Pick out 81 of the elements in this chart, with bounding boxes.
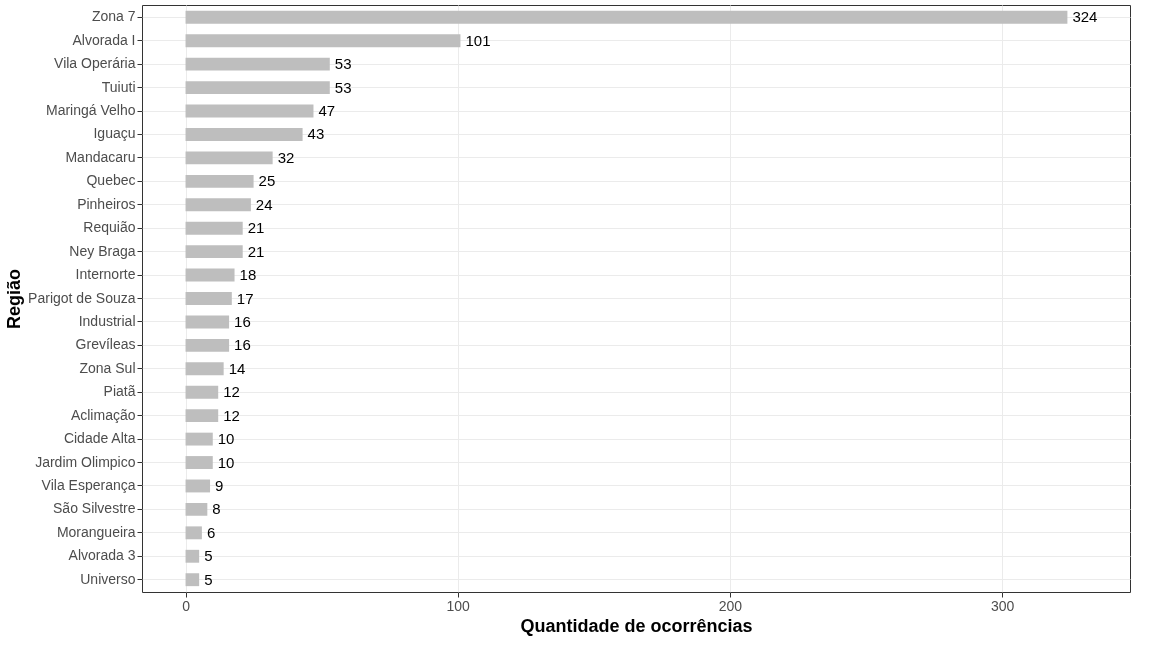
x-tick-label: 200 (718, 597, 743, 614)
bar (185, 104, 314, 118)
x-tick-label: 0 (182, 597, 191, 614)
bar (185, 338, 230, 352)
data-label: 12 (223, 406, 240, 424)
bar (185, 221, 243, 235)
data-label: 17 (236, 289, 254, 307)
data-label: 10 (217, 453, 235, 471)
x-axis-title: Quantidade de ocorrências (520, 615, 753, 636)
bar (185, 432, 213, 446)
data-label: 14 (228, 359, 246, 377)
y-tick-label: Requião (83, 219, 136, 236)
data-label: 10 (217, 430, 235, 448)
bar (185, 34, 461, 48)
y-axis-title: Região (4, 268, 25, 330)
bar (185, 268, 235, 282)
data-label: 47 (318, 102, 336, 120)
data-label: 12 (223, 383, 240, 401)
data-label: 21 (247, 242, 265, 260)
bar (185, 502, 208, 516)
data-label: 6 (206, 523, 216, 541)
bar (185, 198, 251, 212)
bar (185, 526, 202, 540)
bar (185, 245, 243, 259)
data-label: 21 (247, 219, 265, 237)
y-tick-label: Alvorada 3 (68, 547, 136, 564)
data-label: 53 (334, 78, 352, 96)
bar (185, 573, 200, 587)
y-tick-label: Ney Braga (69, 242, 136, 259)
y-tick-label: Tuiuti (101, 78, 136, 95)
y-tick-label: São Silvestre (53, 500, 136, 517)
y-tick-label: Vila Esperança (41, 476, 136, 493)
bar (185, 385, 219, 399)
bar (185, 292, 232, 305)
y-tick-label: Cidade Alta (63, 430, 136, 447)
bar (185, 479, 211, 493)
bar (185, 128, 303, 141)
bar (185, 362, 224, 376)
data-label: 25 (258, 172, 276, 190)
y-tick-label: Vila Operária (54, 55, 136, 72)
y-tick-label: Iguaçu (93, 125, 136, 142)
data-label: 101 (465, 31, 491, 49)
bar (185, 81, 330, 95)
x-tick-label: 100 (446, 597, 471, 614)
bar (185, 57, 330, 71)
x-tick-label: 300 (990, 597, 1015, 614)
bar (185, 409, 219, 423)
y-tick-label: Mandacaru (65, 148, 136, 165)
y-tick-label: Zona 7 (91, 8, 136, 25)
data-label: 16 (234, 312, 251, 330)
bar (185, 151, 273, 165)
y-tick-label: Aclimação (70, 406, 136, 423)
data-label: 5 (204, 547, 213, 565)
data-label: 53 (334, 55, 352, 73)
y-tick-label: Industrial (78, 312, 136, 329)
data-label: 9 (215, 476, 224, 494)
y-tick-label: Jardim Olimpico (35, 453, 136, 470)
y-tick-label: Pinheiros (77, 195, 136, 212)
data-label: 324 (1072, 8, 1098, 26)
y-tick-label: Morangueira (56, 523, 136, 540)
data-label: 8 (212, 500, 221, 518)
data-label: 32 (277, 148, 295, 166)
bar (185, 549, 200, 563)
y-tick-label: Alvorada I (72, 31, 136, 48)
bar (185, 456, 213, 469)
y-tick-label: Universo (80, 570, 136, 587)
bar (185, 174, 254, 188)
data-label: 5 (204, 570, 213, 588)
y-tick-label: Piatã (103, 383, 136, 400)
y-tick-label: Internorte (75, 266, 136, 283)
data-label: 16 (234, 336, 251, 354)
data-label: 43 (307, 125, 325, 143)
data-label: 18 (239, 266, 257, 284)
bar (185, 315, 230, 329)
y-tick-label: Zona Sul (79, 359, 136, 376)
data-label: 24 (255, 195, 273, 213)
y-tick-label: Grevíleas (75, 336, 136, 353)
y-tick-label: Quebec (86, 172, 136, 189)
y-tick-label: Parigot de Souza (28, 289, 136, 306)
y-tick-label: Maringá Velho (45, 102, 136, 119)
bar (185, 10, 1068, 24)
